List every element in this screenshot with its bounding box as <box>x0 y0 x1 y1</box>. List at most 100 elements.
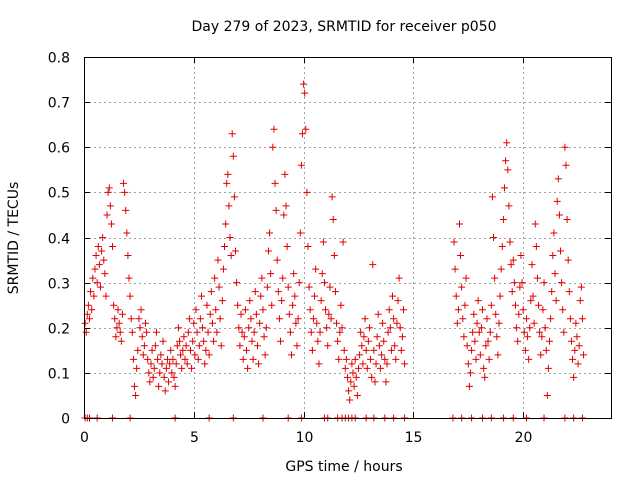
data-point-marker <box>186 346 194 354</box>
data-point-marker <box>211 274 219 282</box>
data-point-marker <box>212 306 220 314</box>
data-point-marker <box>514 337 522 345</box>
data-point-marker <box>158 360 166 368</box>
data-point-marker <box>560 328 568 336</box>
data-point-marker <box>374 310 382 318</box>
data-point-marker <box>356 351 364 359</box>
data-point-marker <box>381 355 389 363</box>
data-point-marker <box>518 279 526 287</box>
data-point-marker <box>580 351 588 359</box>
data-point-marker <box>178 364 186 372</box>
data-point-marker <box>155 382 163 390</box>
data-point-marker <box>203 301 211 309</box>
data-point-marker <box>331 288 339 296</box>
data-point-marker <box>184 328 192 336</box>
data-point-marker <box>264 247 272 255</box>
data-point-marker <box>505 202 513 210</box>
data-point-marker <box>255 360 263 368</box>
data-point-marker <box>147 360 155 368</box>
data-point-marker <box>389 292 397 300</box>
data-point-marker <box>150 364 158 372</box>
data-point-marker <box>373 333 381 341</box>
data-point-marker <box>319 238 327 246</box>
data-point-marker <box>318 270 326 278</box>
data-point-marker <box>511 301 519 309</box>
data-point-marker <box>152 328 160 336</box>
data-point-marker <box>368 373 376 381</box>
data-point-marker <box>469 328 477 336</box>
data-point-marker <box>358 342 366 350</box>
data-point-marker <box>245 324 253 332</box>
data-point-marker <box>193 328 201 336</box>
data-point-marker <box>115 319 123 327</box>
data-point-marker <box>273 256 281 264</box>
data-point-marker <box>471 337 479 345</box>
data-point-marker <box>367 355 375 363</box>
data-point-marker <box>92 252 100 260</box>
data-point-marker <box>228 130 236 138</box>
data-point-marker <box>258 274 266 282</box>
data-point-marker <box>522 315 530 323</box>
data-point-marker <box>105 184 113 192</box>
data-point-marker <box>297 161 305 169</box>
data-point-marker <box>463 342 471 350</box>
data-point-marker <box>496 292 504 300</box>
data-point-marker <box>217 342 225 350</box>
data-point-marker <box>491 274 499 282</box>
data-point-marker <box>165 378 173 386</box>
data-point-marker <box>493 333 501 341</box>
data-point-marker <box>528 261 536 269</box>
data-point-marker <box>137 306 145 314</box>
data-point-marker <box>248 337 256 345</box>
data-point-marker <box>360 333 368 341</box>
data-point-marker <box>145 369 153 377</box>
data-point-marker <box>385 306 393 314</box>
data-point-marker <box>181 355 189 363</box>
data-point-marker <box>464 360 472 368</box>
data-point-marker <box>323 324 331 332</box>
y-tick-label: 0.1 <box>48 367 70 383</box>
data-point-marker <box>575 342 583 350</box>
data-point-marker <box>305 283 313 291</box>
data-point-marker <box>301 89 309 97</box>
data-point-marker <box>260 333 268 341</box>
data-point-marker <box>179 346 187 354</box>
data-point-marker <box>572 319 580 327</box>
data-point-marker <box>542 346 550 354</box>
data-point-marker <box>177 351 185 359</box>
y-axis-label: SRMTID / TECUs <box>6 182 22 295</box>
data-point-marker <box>379 319 387 327</box>
x-tick-label: 10 <box>296 430 314 446</box>
data-point-marker <box>347 378 355 386</box>
data-point-marker <box>539 306 547 314</box>
data-point-marker <box>387 346 395 354</box>
data-point-marker <box>241 306 249 314</box>
data-point-marker <box>335 355 343 363</box>
data-point-marker <box>192 306 200 314</box>
data-point-marker <box>397 346 405 354</box>
data-point-marker <box>235 324 243 332</box>
data-point-marker <box>576 297 584 305</box>
data-point-marker <box>477 324 485 332</box>
data-point-marker <box>180 333 188 341</box>
data-point-marker <box>149 373 157 381</box>
data-point-marker <box>375 342 383 350</box>
data-point-marker <box>191 351 199 359</box>
data-point-marker <box>144 355 152 363</box>
data-point-marker <box>232 247 240 255</box>
data-point-marker <box>459 315 467 323</box>
data-point-marker <box>188 364 196 372</box>
data-point-marker <box>455 220 463 228</box>
data-point-marker <box>283 243 291 251</box>
data-point-marker <box>281 170 289 178</box>
data-point-marker <box>98 247 106 255</box>
data-point-marker <box>173 342 181 350</box>
data-point-marker <box>215 283 223 291</box>
data-point-marker <box>570 373 578 381</box>
data-point-marker <box>517 252 525 260</box>
data-point-marker <box>262 324 270 332</box>
data-point-marker <box>485 355 493 363</box>
data-point-marker <box>538 333 546 341</box>
data-point-marker <box>263 283 271 291</box>
data-point-marker <box>561 143 569 151</box>
